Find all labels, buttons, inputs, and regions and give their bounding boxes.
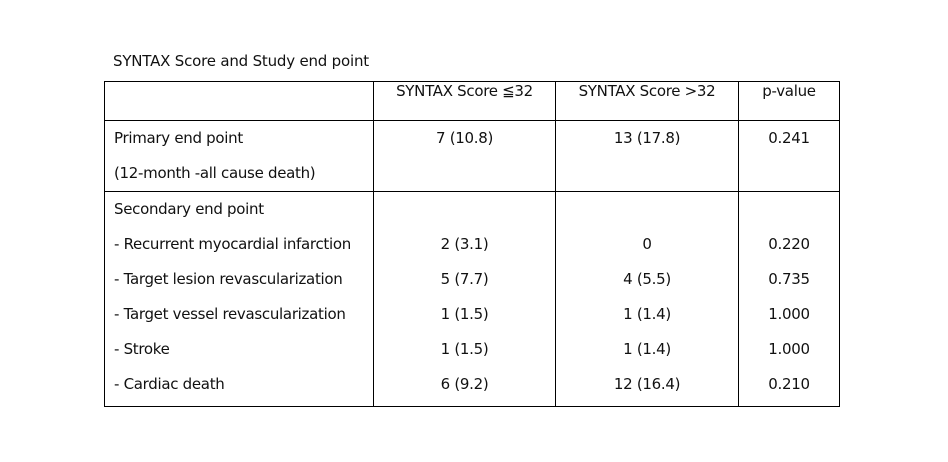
header-p-value: p-value [738,81,840,121]
table-header-row: SYNTAX Score ≦32 SYNTAX Score >32 p-valu… [104,81,840,121]
primary-p-cell: 0.241 [738,120,840,192]
secondary-label-1: - Target lesion revascularization [114,270,343,288]
primary-label-cell: Primary end point (12-month -all cause d… [104,120,374,192]
primary-p-value: 0.241 [768,129,810,147]
secondary-high-4: 12 (16.4) [613,375,681,393]
secondary-label-cell: Secondary end point - Recurrent myocardi… [104,191,374,407]
secondary-low-2: 1 (1.5) [440,305,489,323]
secondary-label-3: - Stroke [114,340,170,358]
secondary-p-4: 0.210 [768,375,810,393]
secondary-title: Secondary end point [114,200,264,218]
header-syntax-high: SYNTAX Score >32 [555,81,739,121]
secondary-high-0: 0 [642,235,652,253]
primary-high-cell: 13 (17.8) [555,120,739,192]
secondary-p-1: 0.735 [768,270,810,288]
primary-end-point-row: Primary end point (12-month -all cause d… [104,120,840,192]
secondary-low-cell: 2 (3.1) 5 (7.7) 1 (1.5) 1 (1.5) 6 (9.2) [373,191,556,407]
secondary-low-4: 6 (9.2) [440,375,489,393]
secondary-low-0: 2 (3.1) [440,235,489,253]
secondary-high-cell: 0 4 (5.5) 1 (1.4) 1 (1.4) 12 (16.4) [555,191,739,407]
secondary-label-4: - Cardiac death [114,375,225,393]
secondary-low-1: 5 (7.7) [440,270,489,288]
results-table: SYNTAX Score ≦32 SYNTAX Score >32 p-valu… [104,81,840,407]
secondary-p-0: 0.220 [768,235,810,253]
primary-high-value: 13 (17.8) [613,129,681,147]
primary-low-value: 7 (10.8) [435,129,493,147]
primary-label: Primary end point [114,129,243,147]
secondary-high-2: 1 (1.4) [623,305,671,323]
secondary-p-cell: 0.220 0.735 1.000 1.000 0.210 [738,191,840,407]
secondary-label-2: - Target vessel revascularization [114,305,346,323]
primary-sublabel: (12-month -all cause death) [114,164,316,182]
secondary-high-1: 4 (5.5) [623,270,671,288]
primary-low-cell: 7 (10.8) [373,120,556,192]
header-syntax-low: SYNTAX Score ≦32 [373,81,556,121]
secondary-label-0: - Recurrent myocardial infarction [114,235,351,253]
header-empty-cell [104,81,374,121]
secondary-low-3: 1 (1.5) [440,340,489,358]
secondary-p-2: 1.000 [768,305,810,323]
secondary-end-point-row: Secondary end point - Recurrent myocardi… [104,191,840,407]
table-caption: SYNTAX Score and Study end point [113,52,369,70]
secondary-high-3: 1 (1.4) [623,340,671,358]
secondary-p-3: 1.000 [768,340,810,358]
